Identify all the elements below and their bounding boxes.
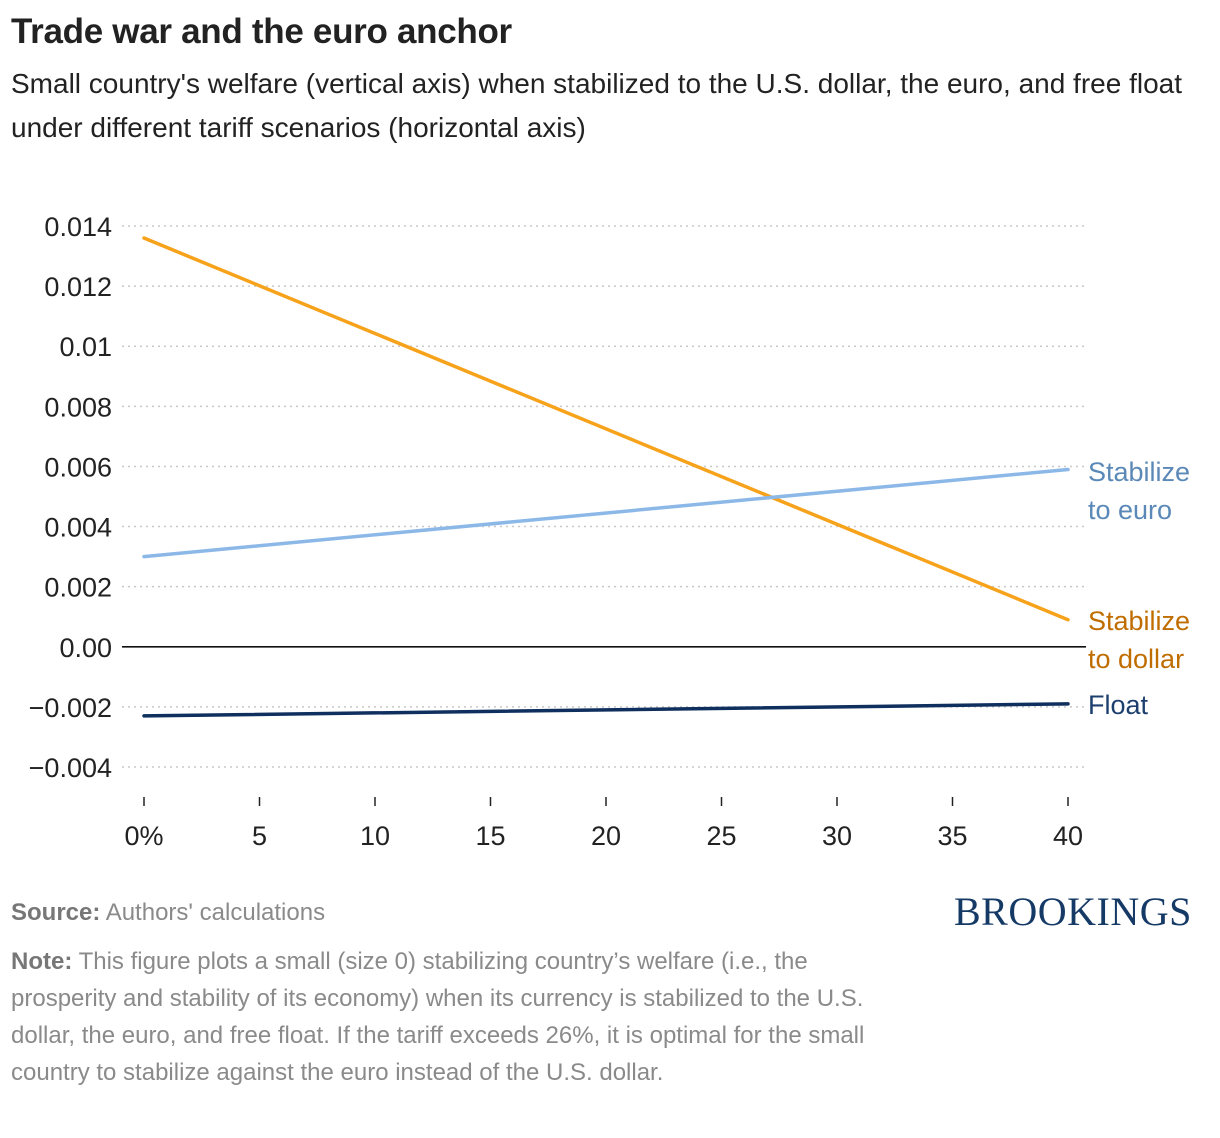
y-tick-label: −0.002 [29,693,112,723]
x-tick-label: 20 [591,821,621,851]
note-text: This figure plots a small (size 0) stabi… [11,948,865,1086]
chart-subtitle: Small country's welfare (vertical axis) … [11,68,1183,143]
series-line [142,467,1070,559]
x-tick-label: 40 [1053,821,1083,851]
x-tick-label: 0% [124,821,163,851]
axes: −0.004 −0.002 0.00 0.002 0.004 0.006 0.008 0.01… [29,212,1086,851]
series-label-float: Float [1088,690,1149,720]
x-tick-label: 30 [822,821,852,851]
y-tick-label: 0.002 [44,573,112,603]
x-tick-label: 15 [475,821,505,851]
y-tick-label: 0.006 [44,452,112,482]
source-text: Authors' calculations [105,899,326,926]
chart-title: Trade war and the euro anchor [11,12,512,51]
line-chart: −0.004 −0.002 0.00 0.002 0.004 0.006 0.008 0.01… [29,212,1190,851]
series-label-stabilize-to-euro: Stabilize [1088,457,1190,487]
series-line [142,236,1070,622]
x-tick-label: 25 [706,821,736,851]
series-label-stabilize-to-euro: to euro [1088,495,1172,525]
brookings-logo: BROOKINGS [954,889,1192,934]
source-line: Source: Authors' calculations [11,899,325,927]
series-labels: Stabilize to dollar Stabilize to euro Float [1088,457,1190,720]
series-label-stabilize-to-dollar: to dollar [1088,644,1184,674]
y-tick-label: 0.01 [59,332,112,362]
y-tick-label: 0.00 [59,633,112,663]
note-paragraph: Note: This figure plots a small (size 0)… [11,943,911,1091]
x-tick-label: 5 [252,821,267,851]
series-line [142,702,1070,718]
series-label-stabilize-to-dollar: Stabilize [1088,606,1190,636]
y-tick-label: 0.012 [44,272,112,302]
series-lines [142,236,1070,718]
y-tick-label: 0.008 [44,392,112,422]
y-tick-label: 0.014 [44,212,112,242]
x-tick-label: 10 [360,821,390,851]
source-label: Source: [11,899,101,926]
note-label: Note: [11,948,73,975]
y-tick-label: −0.004 [29,753,112,783]
x-tick-label: 35 [937,821,967,851]
y-tick-label: 0.004 [44,513,112,543]
gridlines [122,225,1086,768]
